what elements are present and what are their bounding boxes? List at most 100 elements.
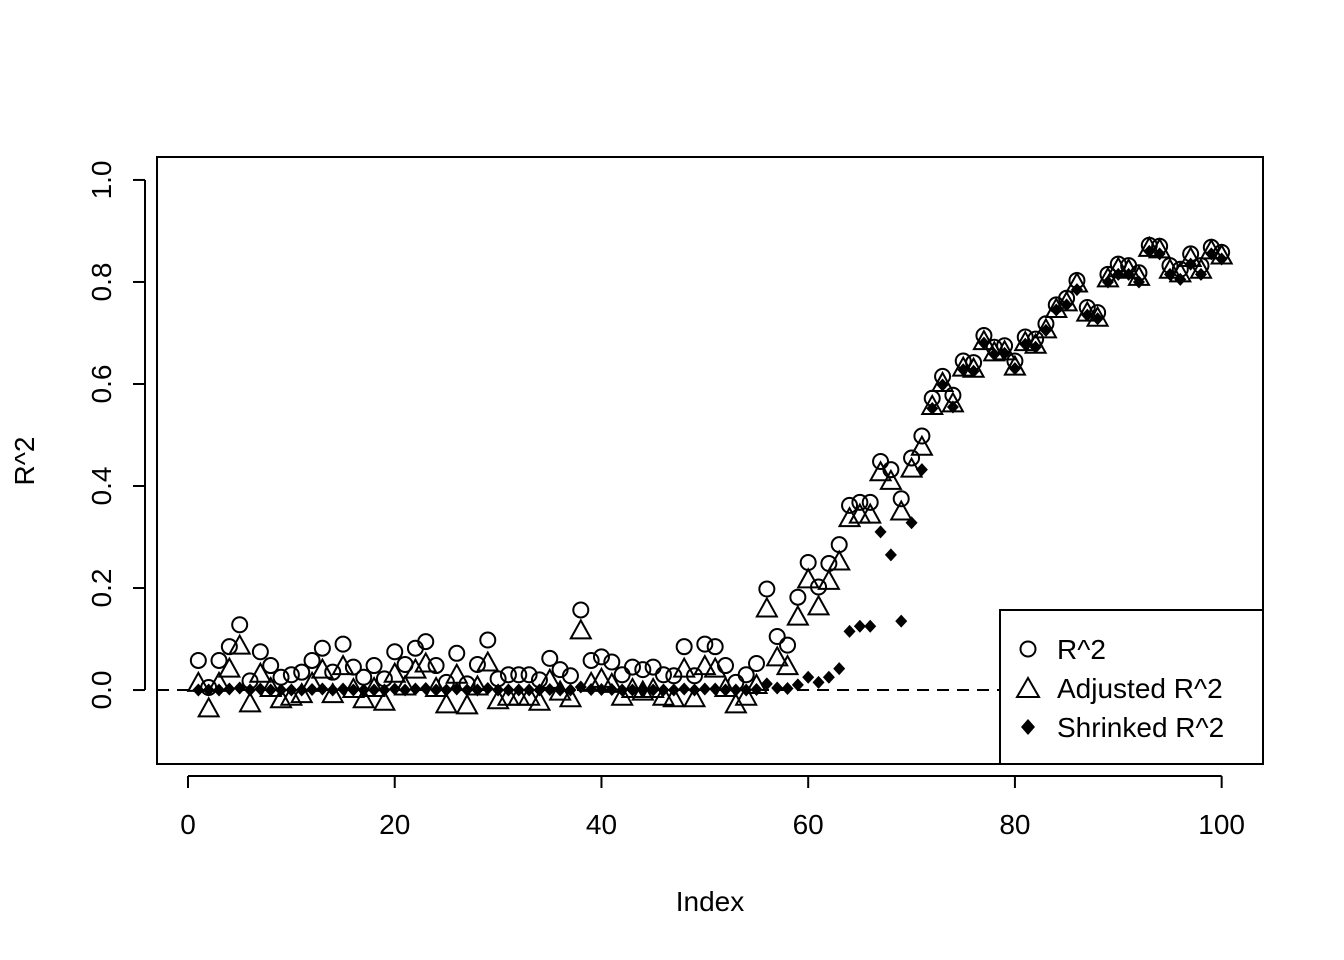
shrinked-r2-point xyxy=(626,683,639,697)
shrinked-r2-point xyxy=(843,624,856,638)
shrinked-r2-point xyxy=(275,683,288,697)
r2-point xyxy=(613,666,631,684)
adjusted-r2-point xyxy=(310,657,335,679)
shrinked-r2-point xyxy=(440,683,453,697)
adjusted-r2-point xyxy=(238,691,262,713)
shrinked-r2-point xyxy=(874,525,887,539)
adjusted-r2-point xyxy=(806,594,831,616)
y-tick-label: 1.0 xyxy=(86,160,117,199)
shrinked-r2-point xyxy=(595,683,608,697)
y-tick-label: 0.2 xyxy=(86,569,117,608)
shrinked-r2-point xyxy=(967,364,980,378)
shrinked-r2-point xyxy=(533,683,546,697)
data-points xyxy=(186,235,1234,718)
shrinked-r2-point xyxy=(926,401,939,415)
r2-point xyxy=(572,601,590,619)
r2-point xyxy=(872,453,890,471)
shrinked-r2-point xyxy=(1174,272,1187,286)
r2-point xyxy=(913,427,931,445)
adjusted-r2-point xyxy=(641,676,665,699)
shrinked-r2-point xyxy=(988,347,1001,361)
adjusted-r2-point xyxy=(290,682,314,704)
shrinked-r2-point xyxy=(1029,340,1042,354)
shrinked-r2-point xyxy=(512,683,525,697)
r2-point xyxy=(365,657,383,675)
shrinked-r2-point xyxy=(905,516,918,530)
shrinked-r2-point xyxy=(802,670,815,684)
x-tick-label: 60 xyxy=(793,809,824,840)
shrinked-r2-point xyxy=(223,682,236,696)
adjusted-r2-point xyxy=(1044,296,1068,319)
adjusted-r2-point xyxy=(817,568,841,590)
adjusted-r2-point xyxy=(755,596,779,618)
adjusted-r2-point xyxy=(651,684,676,706)
adjusted-r2-point xyxy=(672,656,696,678)
adjusted-r2-point xyxy=(796,567,820,589)
adjusted-r2-point xyxy=(558,686,583,708)
shrinked-r2-point xyxy=(1091,312,1104,326)
r2-point xyxy=(654,666,672,684)
adjusted-r2-point xyxy=(455,693,479,715)
legend-label-adjusted-r2: Adjusted R^2 xyxy=(1057,673,1223,704)
adjusted-r2-point xyxy=(196,696,221,718)
r2-point xyxy=(313,639,331,657)
shrinked-r2-point xyxy=(791,678,804,692)
shrinked-r2-point xyxy=(471,683,484,697)
shrinked-r2-point xyxy=(1205,247,1218,261)
shrinked-r2-point xyxy=(636,683,649,697)
adjusted-r2-point xyxy=(910,434,934,456)
shrinked-r2-point xyxy=(936,378,949,392)
adjusted-r2-point xyxy=(434,692,459,714)
legend-box xyxy=(999,609,1264,765)
x-tick-label: 0 xyxy=(180,809,196,840)
shrinked-r2-point xyxy=(698,682,711,696)
shrinked-r2-point xyxy=(430,683,443,697)
plot-frame xyxy=(156,156,1264,765)
shrinked-r2-point xyxy=(1184,257,1197,271)
adjusted-r2-point xyxy=(372,689,397,711)
shrinked-r2-point xyxy=(213,683,226,697)
adjusted-r2-point xyxy=(682,686,707,708)
shrinked-r2-point xyxy=(264,683,277,697)
r2-point xyxy=(779,636,797,654)
r2-point xyxy=(592,648,610,666)
y-axis-label: R^2 xyxy=(9,437,40,486)
adjusted-r2-point xyxy=(569,618,593,640)
r2-point xyxy=(737,666,755,684)
r2-point xyxy=(644,658,662,676)
shrinked-r2-point xyxy=(347,683,360,697)
shrinked-r2-point xyxy=(574,680,587,694)
shrinked-r2-point xyxy=(977,336,990,350)
r2-point xyxy=(758,580,776,598)
r2-point xyxy=(841,496,859,514)
x-axis-label: Index xyxy=(676,886,745,917)
shrinked-r2-point xyxy=(554,683,567,697)
shrinked-r2-point xyxy=(740,683,753,697)
shrinked-r2-point xyxy=(957,363,970,377)
r2-point xyxy=(251,643,269,661)
r2-point xyxy=(479,631,497,649)
shrinked-r2-point xyxy=(254,682,267,696)
shrinked-r2-point xyxy=(719,683,732,697)
shrinked-r2-point xyxy=(998,346,1011,360)
shrinked-r2-point xyxy=(647,683,660,697)
adjusted-r2-point xyxy=(352,687,376,709)
adjusted-r2-point xyxy=(868,460,893,482)
adjusted-r2-point xyxy=(227,633,252,655)
r2-point xyxy=(468,656,486,674)
r2-point xyxy=(427,657,445,675)
shrinked-r2-point xyxy=(306,683,319,697)
shrinked-r2-point xyxy=(1153,247,1166,261)
y-tick-label: 0.6 xyxy=(86,365,117,404)
r2-point xyxy=(324,663,342,681)
adjusted-r2-point xyxy=(662,686,686,708)
adjusted-r2-point xyxy=(620,676,645,699)
x-tick-label: 80 xyxy=(999,809,1030,840)
shrinked-r2-point xyxy=(1081,308,1094,322)
shrinked-r2-point xyxy=(357,683,370,697)
shrinked-r2-point xyxy=(605,683,618,697)
r2-point xyxy=(272,668,290,686)
shrinked-r2-point xyxy=(419,682,432,696)
shrinked-r2-point xyxy=(285,683,298,697)
adjusted-r2-point xyxy=(724,692,748,714)
